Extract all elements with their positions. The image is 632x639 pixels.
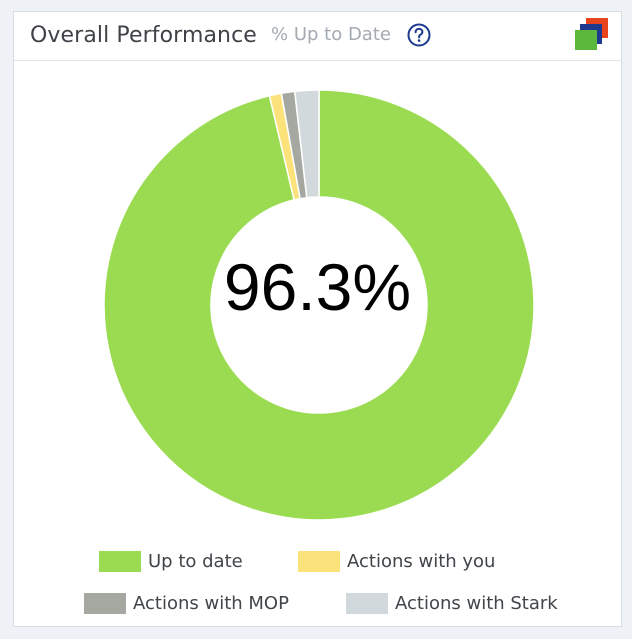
donut-chart: [103, 89, 535, 521]
legend-swatch: [84, 592, 126, 614]
legend-item-actions-with-you[interactable]: Actions with you: [298, 550, 495, 572]
stacked-squares-icon[interactable]: [573, 18, 609, 52]
legend-label: Actions with you: [347, 550, 496, 572]
donut-slice-actions-with-stark[interactable]: [293, 89, 320, 199]
card-title: Overall Performance: [30, 23, 257, 48]
legend-label: Actions with Stark: [395, 592, 558, 614]
legend-item-actions-with-mop[interactable]: Actions with MOP: [84, 592, 289, 614]
legend-swatch: [99, 550, 141, 572]
legend-swatch: [346, 592, 388, 614]
legend-swatch: [298, 550, 340, 572]
legend-item-up-to-date[interactable]: Up to date: [99, 550, 243, 572]
card-header: Overall Performance % Up to Date: [14, 12, 621, 61]
center-percentage: 96.3%: [223, 250, 412, 324]
legend-item-actions-with-stark[interactable]: Actions with Stark: [346, 592, 558, 614]
overall-performance-card: Overall Performance % Up to Date 96.3% U…: [13, 11, 622, 627]
donut-slice-up-to-date[interactable]: [103, 89, 535, 521]
legend-label: Actions with MOP: [133, 592, 289, 614]
card-subtitle: % Up to Date: [271, 24, 391, 45]
legend-label: Up to date: [148, 550, 243, 572]
question-circle-icon[interactable]: [407, 23, 431, 47]
